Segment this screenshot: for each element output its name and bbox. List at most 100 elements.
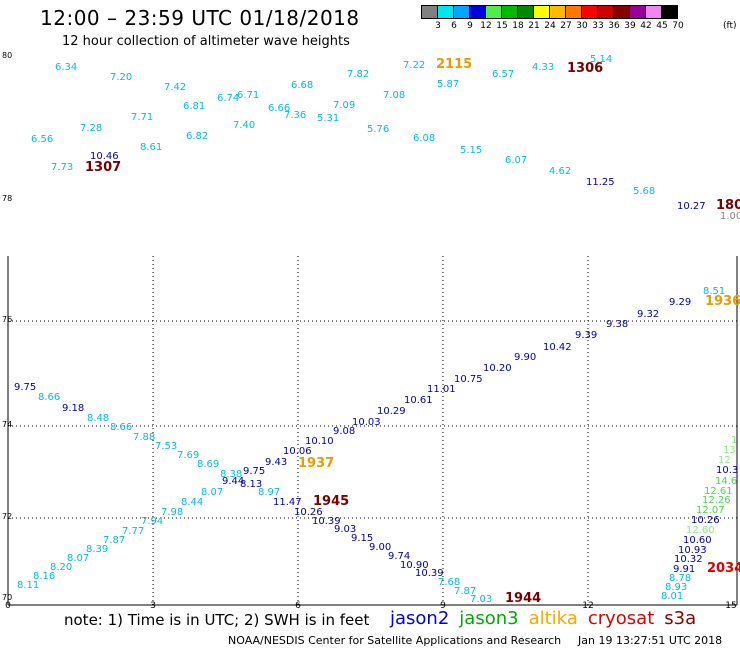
satellite-jason2: jason2 xyxy=(390,608,450,629)
legend-label: 18 xyxy=(512,21,524,31)
wave-height-label: 7.98 xyxy=(161,507,183,518)
wave-height-label: 7.42 xyxy=(164,82,186,93)
wave-height-label: 7.88 xyxy=(133,432,155,443)
wave-height-label: 11.25 xyxy=(586,177,615,188)
footer-timestamp: Jan 19 13:27:51 UTC 2018 xyxy=(578,634,723,647)
wave-height-label: 8.01 xyxy=(661,591,683,602)
wave-height-label: 7.68 xyxy=(438,577,460,588)
wave-height-label: 8.66 xyxy=(110,422,132,433)
wave-height-label: 9.74 xyxy=(388,551,410,562)
wave-height-label: 5.76 xyxy=(367,124,389,135)
wave-height-label: 10.03 xyxy=(352,417,381,428)
wave-height-label: 7.53 xyxy=(155,441,177,452)
wave-height-label: 7.09 xyxy=(333,100,355,111)
legend-label: 6 xyxy=(451,21,457,31)
time-label: 180 xyxy=(716,198,740,213)
wave-height-label: 5.31 xyxy=(317,113,339,124)
y-tick-70: 70 xyxy=(2,593,12,602)
wave-height-label: 6.56 xyxy=(31,134,53,145)
satellite-altika: altika xyxy=(528,608,578,629)
legend-label: 21 xyxy=(528,21,540,31)
wave-height-label: 9.15 xyxy=(351,533,373,544)
wave-height-label: 9.38 xyxy=(606,319,628,330)
wave-height-label: 9.90 xyxy=(514,352,536,363)
time-label: 1306 xyxy=(567,61,603,76)
legend-swatch xyxy=(661,5,678,19)
satellite-cryosat: cryosat xyxy=(587,608,655,629)
wave-height-label: 10.75 xyxy=(454,374,483,385)
legend-label: 39 xyxy=(624,21,636,31)
wave-height-label: 7.22 xyxy=(403,60,425,71)
time-label: 1944 xyxy=(505,591,541,606)
wave-height-label: 8.07 xyxy=(67,553,89,564)
wave-height-label: 6.74 xyxy=(217,93,239,104)
wave-height-label: 4.62 xyxy=(549,166,571,177)
wave-height-label: 10.06 xyxy=(283,446,312,457)
wave-height-label: 7.77 xyxy=(122,526,144,537)
wave-height-label: 8.16 xyxy=(33,571,55,582)
wave-height-label: 8.51 xyxy=(703,286,725,297)
upper-track-labels: 6.34 7.20 7.42 6.716.74 6.68 7.82 7.22 2115 6.57… xyxy=(31,54,740,222)
wave-height-label: 12.61 xyxy=(704,486,733,497)
wave-height-label: 8.44 xyxy=(181,497,203,508)
satellite-legend: jason2 jason3 altika cryosat s3a xyxy=(390,608,706,629)
wave-height-label: 7.82 xyxy=(347,69,369,80)
wave-height-label: 4.33 xyxy=(532,62,554,73)
wave-height-label: 6.82 xyxy=(186,131,208,142)
legend-unit: (ft) xyxy=(723,21,737,31)
legend-label: 36 xyxy=(608,21,620,31)
footer-credit: NOAA/NESDIS Center for Satellite Applica… xyxy=(228,634,562,647)
wave-height-label: 14.6 xyxy=(715,476,737,487)
wave-height-label: 10.93 xyxy=(678,545,707,556)
wave-height-label: 10.26 xyxy=(691,515,720,526)
wave-height-label: 8.97 xyxy=(258,487,280,498)
wave-height-label: 10.3 xyxy=(716,465,738,476)
wave-height-label: 8.39 xyxy=(86,544,108,555)
wave-height-label: 7.20 xyxy=(110,72,132,83)
legend-label: 70 xyxy=(672,21,684,31)
wave-height-label: 13 xyxy=(723,445,736,456)
satellite-s3a: s3a xyxy=(664,608,697,629)
wave-height-label: 10.39 xyxy=(312,516,341,527)
wave-height-label: 6.66 xyxy=(268,103,290,114)
wave-height-label: 9.32 xyxy=(637,309,659,320)
wave-height-label: 6.07 xyxy=(505,155,527,166)
wave-height-label: 7.71 xyxy=(131,112,153,123)
legend-label: 15 xyxy=(496,21,508,31)
wave-height-label: 10.27 xyxy=(677,201,706,212)
wave-height-label: 7.40 xyxy=(233,120,255,131)
y-tick-80: 80 xyxy=(2,51,12,60)
wave-height-label: 10.61 xyxy=(404,395,433,406)
wave-height-label: 8.13 xyxy=(240,479,262,490)
wave-height-label: 10.10 xyxy=(305,436,334,447)
wave-height-label: 9.29 xyxy=(669,297,691,308)
wave-height-label: 10.60 xyxy=(683,535,712,546)
y-tick-78: 78 xyxy=(2,194,12,203)
map-frame xyxy=(7,256,738,606)
x-tick-15: 15 xyxy=(725,601,736,611)
lower-track-labels: 8.5119369.299.329.389.3910.429.9010.2010… xyxy=(14,286,740,606)
wave-height-label: 1 xyxy=(731,435,737,446)
y-tick-76: 76 xyxy=(2,315,12,324)
time-label: 2034 xyxy=(707,561,740,576)
wave-height-label: 9.00 xyxy=(369,542,391,553)
grid-lines xyxy=(8,256,737,605)
legend-label: 30 xyxy=(576,21,588,31)
y-tick-72: 72 xyxy=(2,512,12,521)
wave-height-label: 5.68 xyxy=(633,186,655,197)
color-legend: 3 6 9 12 15 18 21 24 27 30 33 36 39 42 45 70 (ft) xyxy=(421,5,737,31)
wave-height-label: 8.48 xyxy=(87,413,109,424)
wave-height-label: 12.60 xyxy=(686,525,715,536)
wave-height-label: 10.39 xyxy=(415,568,444,579)
legend-label: 3 xyxy=(435,21,441,31)
wave-height-label: 10.26 xyxy=(294,507,323,518)
y-tick-74: 74 xyxy=(2,420,12,429)
legend-swatches xyxy=(421,5,678,19)
wave-height-label: 8.20 xyxy=(50,562,72,573)
wave-height-label: 7.36 xyxy=(284,110,306,121)
wave-height-label: 6.57 xyxy=(492,69,514,80)
wave-height-label: 10.20 xyxy=(483,363,512,374)
wave-height-label: 8.38 xyxy=(220,469,242,480)
legend-labels: 3 6 9 12 15 18 21 24 27 30 33 36 39 42 45 70 xyxy=(421,19,684,31)
wave-height-label: 7.87 xyxy=(103,535,125,546)
